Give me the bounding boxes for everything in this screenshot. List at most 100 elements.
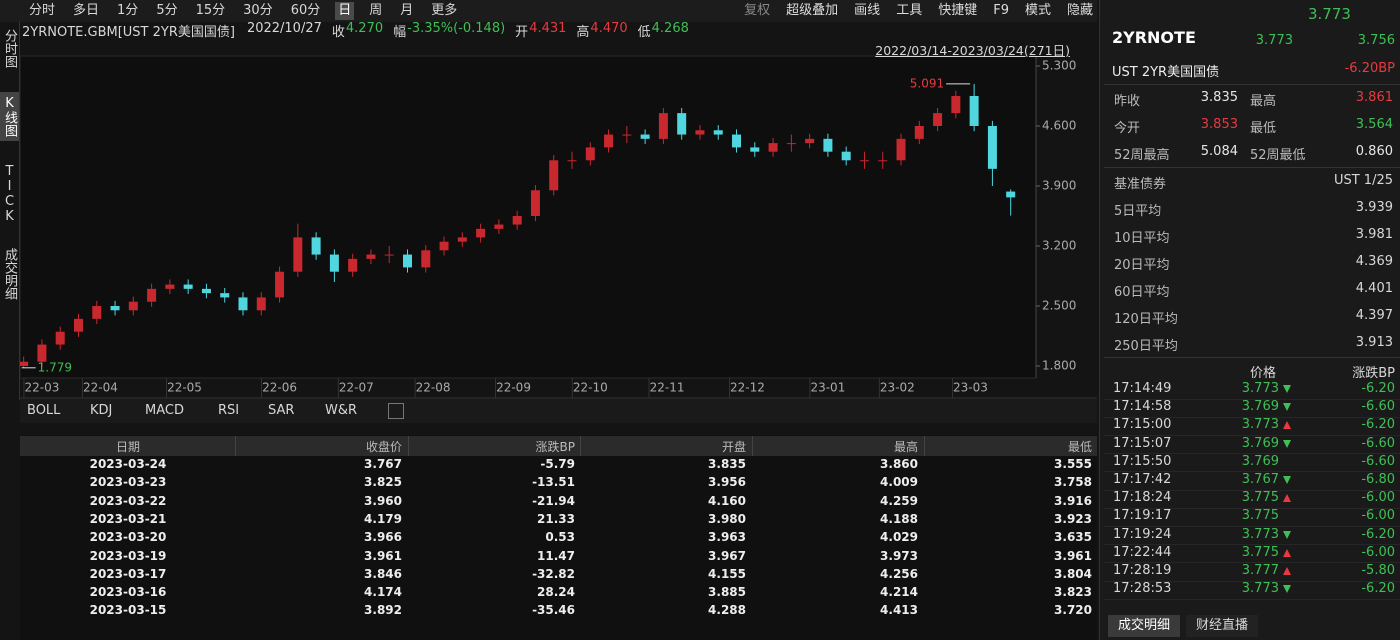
y-tick-label: 4.600 [1042,118,1076,132]
sep [1104,357,1400,358]
table-cell: 2023-03-15 [89,603,167,618]
table-cell: 3.923 [1054,511,1092,526]
quote-label: 收 [331,25,345,40]
period-tab[interactable]: 15分 [195,3,226,18]
tick-time: 17:15:00 [1113,417,1172,433]
side-tab[interactable]: K线图 [0,92,19,141]
table-cell: 4.259 [880,493,918,508]
tick-time: 17:15:07 [1113,435,1172,451]
bottom-tab[interactable]: 成交明细 [1108,615,1181,637]
table-cell: 4.029 [880,530,918,545]
period-tab[interactable]: 60分 [290,3,321,18]
chart: 1.800 2.500 3.200 3.900 4.600 5.300 22-03 22-04… [19,55,1097,399]
period-tab[interactable]: 日 [335,2,355,20]
period-tab[interactable]: 月 [400,3,414,18]
period-tab[interactable]: 1分 [117,3,139,18]
tick-header: 涨跌BP [1352,366,1395,381]
side-tab[interactable]: TICK [2,164,17,224]
min-label: 1.779 [38,360,72,374]
stat-value: 5.084 [1200,144,1238,159]
candle-body [841,151,851,161]
price-ask: 3.756 [1357,33,1395,48]
tick-price: 3.769 [1241,453,1279,469]
quote-value: 4.470 [590,21,628,36]
tick-time: 17:18:24 [1113,490,1172,506]
tool-button[interactable]: F9 [993,3,1009,18]
tool-button[interactable]: 工具 [896,3,923,18]
table-cell: 2023-03-23 [89,475,167,490]
tick-time: 17:17:42 [1113,472,1172,487]
avg-value: 3.939 [1355,200,1393,215]
stat-label: 52周最低 [1250,148,1306,163]
indicator-tab[interactable]: KDJ [90,403,113,418]
y-tick-label: 3.900 [1042,178,1076,192]
candle-body [805,138,815,144]
stat-label: 52周最高 [1114,148,1170,163]
candle-body [585,147,595,161]
candle-body [110,305,120,311]
candle-body [366,254,376,259]
tick-change: -6.00 [1361,490,1395,506]
side-tab[interactable]: 成交明细 [2,248,17,300]
table-cell: 3.973 [880,548,918,563]
plot-bg [19,55,1037,379]
candle-body [622,134,632,136]
indicator-tab[interactable]: BOLL [27,403,61,418]
candle-body [512,215,522,225]
tool-button[interactable]: 复权 [744,3,771,18]
candle-body [640,134,650,139]
candle-body [1006,191,1016,198]
period-tab[interactable]: 多日 [73,3,100,18]
table-cell: 11.47 [537,548,575,563]
avg-label: 20日平均 [1114,258,1170,273]
table-cell: 3.916 [1054,493,1092,508]
add-indicator[interactable] [388,403,404,419]
candle-body [147,288,157,302]
indicator-tab[interactable]: RSI [218,403,240,418]
candle-body [73,318,83,332]
table-cell: 3.980 [708,511,746,526]
period-tab[interactable]: 5分 [156,3,178,18]
tick-price: 3.767 [1241,472,1279,487]
row-sep [1104,544,1400,546]
side-tab[interactable]: 分时图 [2,29,17,68]
row-sep [1104,489,1400,491]
table-cell: 3.767 [364,457,402,471]
table-header-bg [20,436,1097,456]
table-cell: 4.256 [880,566,918,581]
table-cell: 21.33 [537,511,575,526]
indicator-tab[interactable]: W&R [325,403,358,418]
candle-body [256,297,266,311]
period-tab[interactable]: 分时 [29,3,56,18]
tool-button[interactable]: 超级叠加 [786,3,839,18]
avg-label: 60日平均 [1114,285,1170,300]
stat-label: 最低 [1250,121,1277,136]
tool-button[interactable]: 模式 [1024,3,1051,18]
period-tab[interactable]: 更多 [431,3,458,18]
tool-button[interactable]: 隐藏 [1066,3,1093,18]
benchmark-label: 基准债券 [1114,177,1167,192]
y-tick-label: 2.500 [1042,298,1076,312]
trend-arrow [1283,567,1291,575]
tool-button[interactable]: 快捷键 [938,3,978,18]
candle-body [165,284,175,289]
period-tab[interactable]: 周 [369,3,383,18]
table-cell: 3.963 [708,530,746,545]
period-tab[interactable]: 30分 [243,3,273,18]
x-tick-label: 22-08 [416,381,451,395]
table-cell: 3.635 [1054,530,1092,545]
stat-value: 3.564 [1355,117,1393,132]
candle-body [823,138,833,152]
candle-body [567,160,577,162]
bottom-tab[interactable]: 财经直播 [1186,615,1259,637]
y-tick-label: 5.300 [1042,58,1076,72]
candle-body [439,241,449,251]
candle-body [183,284,193,289]
candle-body [275,271,285,298]
indicator-tab[interactable]: MACD [145,403,184,418]
tool-button[interactable]: 画线 [854,3,881,18]
indicator-tab[interactable]: SAR [268,403,295,418]
quote-value: 4.431 [529,21,567,36]
tick-time: 17:15:50 [1113,453,1172,469]
avg-label: 10日平均 [1114,231,1170,246]
